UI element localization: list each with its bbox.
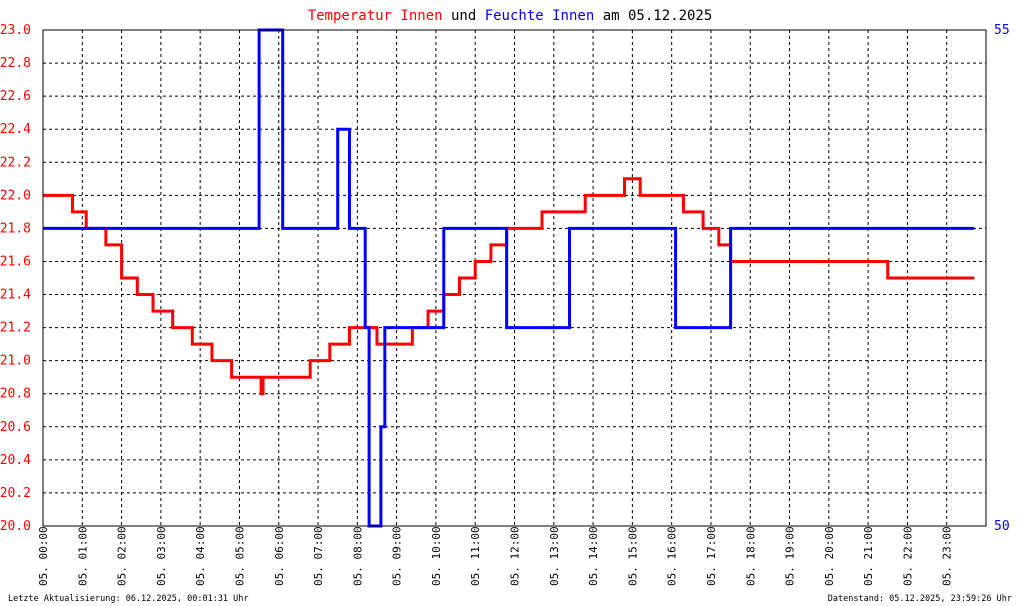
- x-tick-label: 05. 01:00: [76, 526, 89, 586]
- x-tick-label: 05. 21:00: [862, 526, 875, 586]
- x-tick-label: 05. 14:00: [587, 526, 600, 586]
- x-tick-label: 05. 11:00: [469, 526, 482, 586]
- x-tick-label: 05. 22:00: [901, 526, 914, 586]
- series-layer: [43, 28, 975, 528]
- x-tick-label: 05. 07:00: [312, 526, 325, 586]
- title-part-1: und: [443, 8, 485, 24]
- title-part-3: am 05.12.2025: [594, 8, 712, 24]
- y-left-tick-label: 22.0: [0, 188, 31, 203]
- title-part-0: Temperatur Innen: [308, 8, 443, 24]
- y-left-tick-label: 21.8: [0, 221, 31, 236]
- series-line-humidity: [43, 28, 975, 528]
- x-tick-label: 05. 23:00: [941, 526, 954, 586]
- y-left-tick-label: 21.4: [0, 288, 31, 303]
- y-left-tick-label: 22.2: [0, 155, 31, 170]
- footer-last-update: Letzte Aktualisierung: 06.12.2025, 00:01…: [8, 594, 249, 604]
- x-axis-labels: 05. 00:00 05. 01:00 05. 02:00 05. 03:00 05. …: [37, 526, 954, 586]
- y-right-tick-label: 55: [994, 23, 1010, 38]
- x-tick-label: 05. 15:00: [626, 526, 639, 586]
- y-left-tick-label: 21.0: [0, 354, 31, 369]
- footer-data-status: Datenstand: 05.12.2025, 23:59:26 Uhr: [828, 594, 1012, 604]
- x-tick-label: 05. 18:00: [744, 526, 757, 586]
- x-tick-label: 05. 17:00: [705, 526, 718, 586]
- x-tick-label: 05. 03:00: [155, 526, 168, 586]
- y-axis-left-labels: 20.0 20.2 20.4 20.6 20.8 21.0 21.2 21.4 21.6 21.8…: [0, 23, 31, 534]
- y-left-tick-label: 21.2: [0, 321, 31, 336]
- x-tick-label: 05. 00:00: [37, 526, 50, 586]
- y-left-tick-label: 20.0: [0, 519, 31, 534]
- y-right-tick-label: 50: [994, 519, 1010, 534]
- y-left-tick-label: 22.8: [0, 56, 31, 71]
- y-left-tick-label: 22.6: [0, 89, 31, 104]
- grid-lines: [42, 29, 986, 527]
- plot-frame: [42, 29, 987, 527]
- x-tick-label: 05. 10:00: [430, 526, 443, 586]
- y-left-tick-label: 20.2: [0, 486, 31, 501]
- title-part-2: Feuchte Innen: [485, 8, 595, 24]
- y-left-tick-label: 21.6: [0, 254, 31, 269]
- x-tick-label: 05. 04:00: [194, 526, 207, 586]
- x-tick-label: 05. 02:00: [116, 526, 129, 586]
- y-left-tick-label: 22.4: [0, 122, 31, 137]
- y-left-tick-label: 20.6: [0, 420, 31, 435]
- x-tick-label: 05. 13:00: [548, 526, 561, 586]
- y-axis-right-labels: 50 55: [994, 23, 1010, 534]
- y-left-tick-label: 20.4: [0, 453, 31, 468]
- x-tick-label: 05. 09:00: [391, 526, 404, 586]
- x-tick-label: 05. 08:00: [351, 526, 364, 586]
- x-tick-label: 05. 05:00: [233, 526, 246, 586]
- chart-title: Temperatur Innen und Feuchte Innen am 05…: [308, 8, 713, 24]
- x-tick-label: 05. 12:00: [509, 526, 522, 586]
- y-left-tick-label: 23.0: [0, 23, 31, 38]
- y-left-tick-label: 20.8: [0, 387, 31, 402]
- x-tick-label: 05. 19:00: [784, 526, 797, 586]
- x-tick-label: 05. 20:00: [823, 526, 836, 586]
- x-tick-label: 05. 06:00: [273, 526, 286, 586]
- x-tick-label: 05. 16:00: [666, 526, 679, 586]
